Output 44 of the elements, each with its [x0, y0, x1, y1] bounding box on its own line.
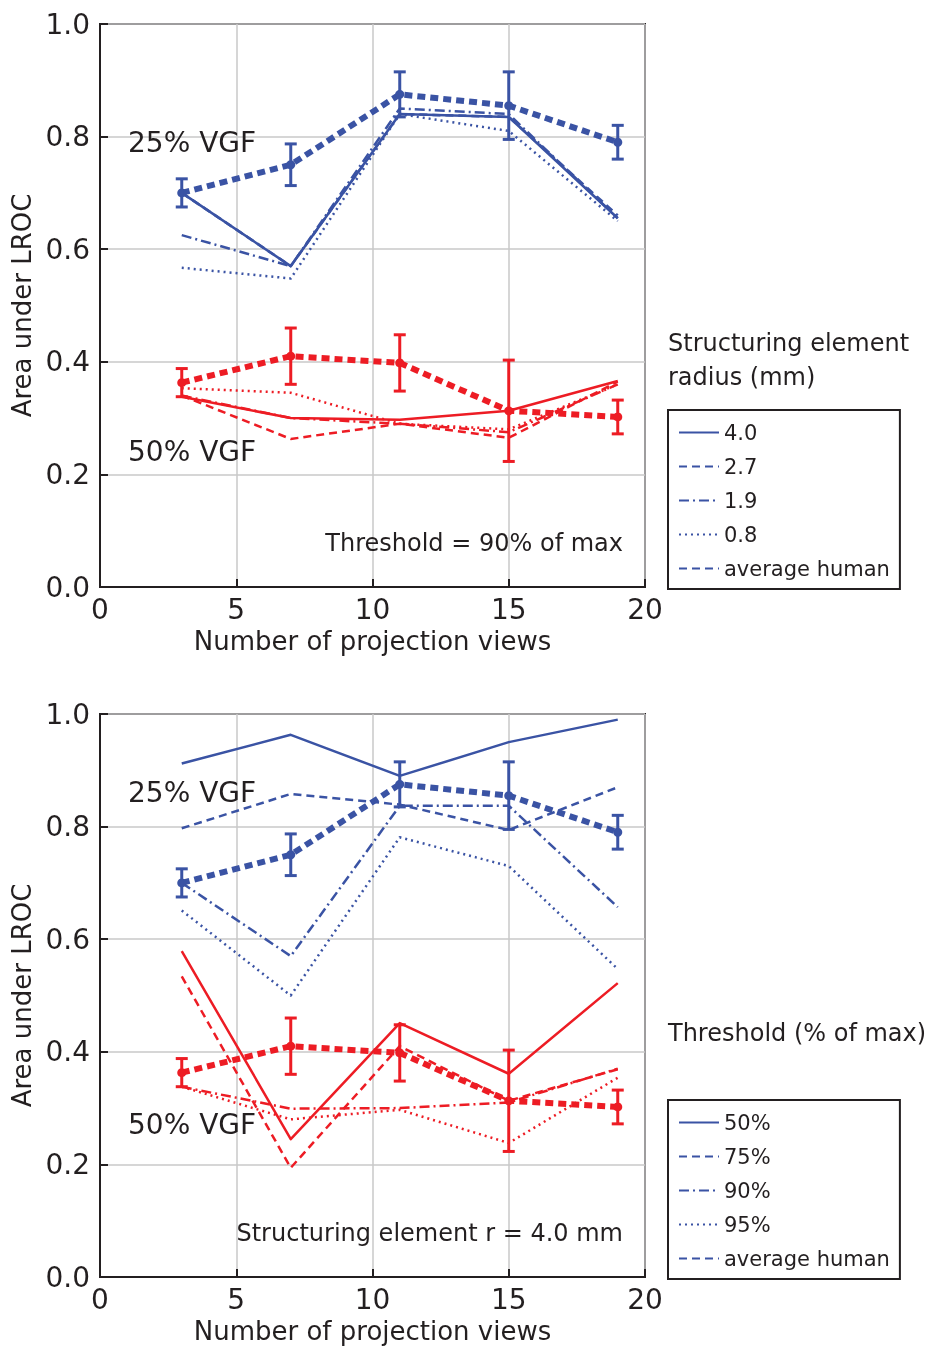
legend-label: average human [724, 556, 890, 581]
legend-label: average human [724, 1246, 890, 1271]
annotation: 50% VGF [128, 1108, 257, 1142]
y-tick-label: 1.0 [45, 697, 90, 731]
x-tick-label: 20 [627, 592, 663, 626]
annotation: 25% VGF [128, 776, 257, 810]
x-tick-label: 10 [354, 592, 391, 626]
x-tick-label: 5 [227, 1282, 246, 1316]
x-tick-label: 10 [354, 1282, 391, 1316]
y-tick-label: 0.4 [45, 345, 90, 379]
y-tick-label: 0.6 [45, 232, 90, 266]
y-tick-label: 0.2 [45, 1147, 90, 1181]
y-tick-label: 0.0 [45, 1260, 90, 1294]
legend-title: Threshold (% of max) [667, 1019, 927, 1047]
x-tick-label: 5 [227, 592, 246, 626]
y-tick-label: 0.6 [45, 922, 90, 956]
annotation: Structuring element r = 4.0 mm [236, 1219, 623, 1247]
legend-label: 95% [724, 1212, 771, 1237]
x-tick-label: 15 [490, 1282, 527, 1316]
annotation: 25% VGF [128, 125, 257, 159]
legend-label: 75% [724, 1144, 771, 1169]
legend-label: 2.7 [724, 454, 758, 479]
x-tick-label: 0 [91, 592, 109, 626]
annotation: Threshold = 90% of max [324, 529, 623, 557]
legend-title: Structuring element radius (mm) [668, 329, 917, 391]
x-tick-label: 20 [627, 1282, 663, 1316]
annotation: 50% VGF [128, 435, 257, 469]
x-axis-title: Number of projection views [193, 1315, 552, 1346]
y-tick-label: 0.4 [45, 1035, 90, 1069]
y-tick-label: 0.2 [45, 457, 90, 491]
legend-label: 0.8 [724, 522, 758, 547]
y-axis-title: Area under LROC [6, 193, 37, 418]
x-tick-label: 0 [91, 1282, 109, 1316]
x-axis-title: Number of projection views [193, 625, 552, 656]
legend-label: 90% [724, 1178, 771, 1203]
y-axis-title: Area under LROC [6, 883, 37, 1108]
y-tick-label: 0.0 [45, 570, 90, 604]
legend-label: 4.0 [724, 420, 758, 445]
x-tick-label: 15 [490, 592, 527, 626]
y-tick-label: 0.8 [45, 810, 90, 844]
legend-label: 1.9 [724, 488, 758, 513]
legend-label: 50% [724, 1110, 771, 1135]
y-tick-label: 0.8 [45, 120, 90, 154]
y-tick-label: 1.0 [45, 7, 90, 41]
